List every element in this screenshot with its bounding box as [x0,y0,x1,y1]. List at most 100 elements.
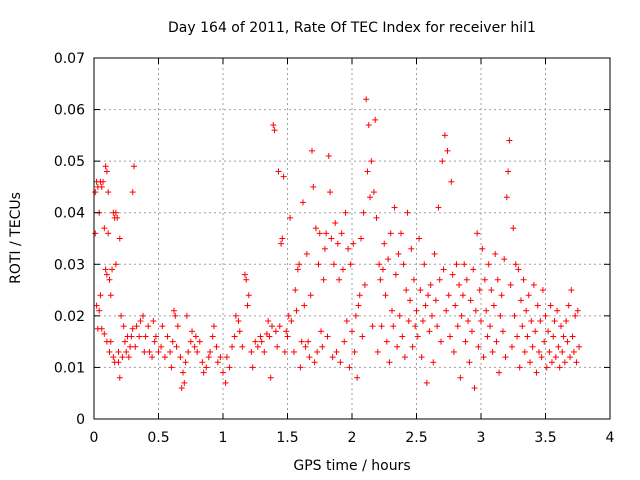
data-point [372,116,379,123]
data-point [474,230,481,237]
data-point [392,271,399,278]
data-point [538,354,545,361]
data-point [100,178,107,185]
data-point [183,312,190,319]
x-tick-label: 0 [90,430,99,446]
data-point [248,348,255,355]
data-point [312,225,319,232]
data-point [428,312,435,319]
data-point [119,354,126,361]
data-point [121,338,128,345]
data-point [133,323,140,330]
data-point [476,287,483,294]
data-point [318,328,325,335]
data-point [497,312,504,319]
chart-title: Day 164 of 2011, Rate Of TEC Index for r… [168,20,536,36]
data-point [519,323,526,330]
data-point [493,338,500,345]
data-point [503,194,510,201]
data-point [409,343,416,350]
y-tick-label: 0.04 [54,206,85,222]
data-point [499,328,506,335]
data-point [217,354,224,361]
data-point [92,189,99,196]
data-point [418,354,425,361]
data-point [213,343,220,350]
data-point [272,328,279,335]
data-point [430,359,437,366]
data-point [510,225,517,232]
data-point [298,338,305,345]
data-point [514,333,521,340]
data-point [125,354,132,361]
data-point [172,312,179,319]
data-point [523,307,530,314]
data-point [576,343,583,350]
data-point [200,369,207,376]
data-point [297,364,304,371]
data-point [543,364,550,371]
data-point [150,318,157,325]
data-point [347,261,354,268]
data-point [484,333,491,340]
data-point [192,333,199,340]
data-point [552,354,559,361]
data-point [467,297,474,304]
x-axis-label: GPS time / hours [293,458,410,474]
data-point [468,328,475,335]
data-point [314,348,321,355]
data-point [98,325,105,332]
data-point [346,364,353,371]
data-point [270,122,277,129]
data-point [515,266,522,273]
data-point [516,364,523,371]
data-point [185,348,192,355]
data-point [349,328,355,335]
data-point [557,323,564,330]
data-point [501,256,508,263]
data-point [381,240,388,247]
data-point [439,158,446,165]
data-point [232,312,239,319]
data-point [441,132,448,139]
data-point [142,333,149,340]
data-point [167,348,174,355]
data-point [488,287,495,294]
data-point [118,312,125,319]
data-point [383,338,390,345]
data-point [534,302,541,309]
data-point [532,328,539,335]
data-point [487,323,494,330]
data-point [101,330,108,337]
data-point [388,307,395,314]
data-point [254,343,261,350]
data-point [555,343,562,350]
data-point [472,307,479,314]
data-point [524,333,531,340]
data-point [550,333,557,340]
data-point [352,312,359,319]
data-point [194,348,201,355]
data-point [444,147,451,154]
data-point [443,307,450,314]
data-point [408,245,415,252]
data-point [296,261,303,268]
data-point [551,318,558,325]
data-point [266,333,273,340]
data-point [229,343,236,350]
data-point [563,318,570,325]
data-point [130,163,137,170]
data-point [116,235,123,242]
data-point [456,281,463,288]
data-point [205,354,212,361]
data-point [306,354,313,361]
data-point [285,312,292,319]
data-point [559,348,566,355]
data-point [105,230,112,237]
data-point [324,333,331,340]
data-point [561,359,568,366]
data-point [496,369,503,376]
data-point [299,199,306,206]
data-point [116,374,123,381]
data-point [132,343,139,350]
